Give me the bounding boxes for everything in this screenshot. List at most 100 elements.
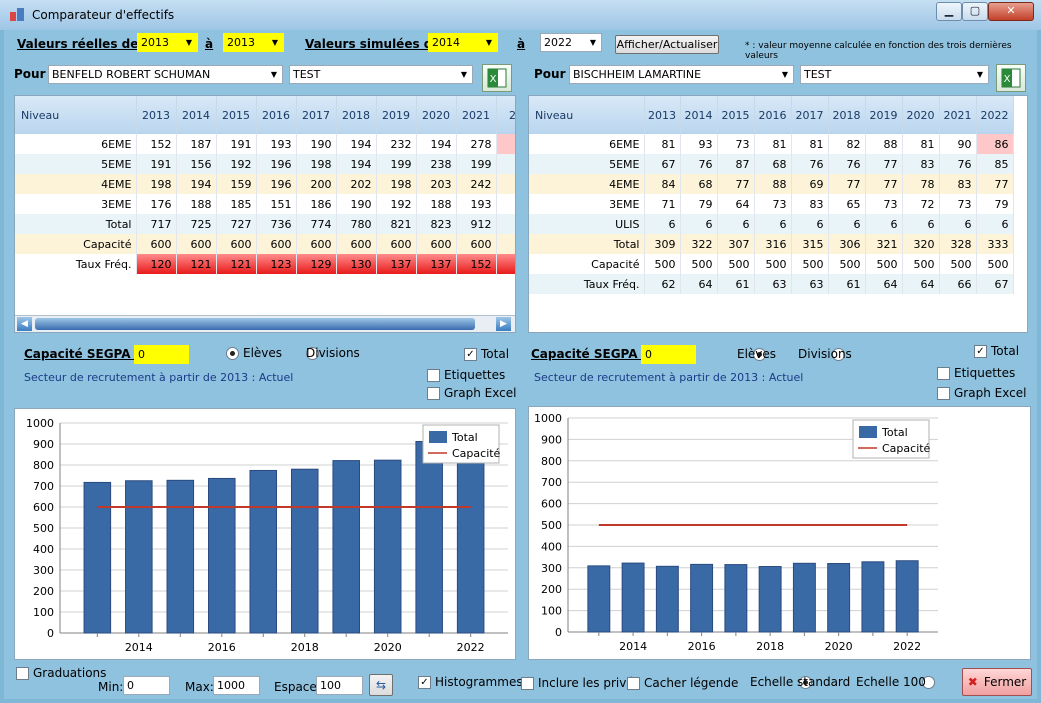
table-cell[interactable]: 190 (336, 194, 377, 214)
table-cell[interactable]: 61 (717, 274, 755, 294)
table-cell[interactable]: 73 (754, 194, 792, 214)
table-cell[interactable]: 73 (939, 194, 977, 214)
table-cell[interactable]: 307 (717, 234, 755, 254)
table-cell[interactable]: 725 (176, 214, 217, 234)
table-row[interactable]: ULIS 6 6 6 6 6 6 6 6 6 6 (529, 214, 1014, 234)
table-cell[interactable]: 73 (865, 194, 903, 214)
table-cell[interactable]: 6 (902, 214, 940, 234)
cacher-legende-checkbox[interactable] (627, 677, 640, 690)
table-row[interactable]: Capacité 600 600 600 600 600 600 600 600 600 (15, 234, 515, 254)
table-cell[interactable]: 193 (256, 134, 297, 154)
column-header[interactable]: 2020 (902, 96, 940, 134)
right-eleves-radio[interactable] (753, 348, 766, 361)
table-cell[interactable] (496, 214, 515, 234)
table-cell[interactable]: 191 (216, 134, 257, 154)
scroll-thumb[interactable] (35, 318, 475, 330)
fermer-button[interactable]: ✖ Fermer (962, 668, 1032, 696)
table-cell[interactable]: 93 (680, 134, 718, 154)
table-cell[interactable]: 780 (336, 214, 377, 234)
table-cell[interactable]: 6 (939, 214, 977, 234)
table-cell[interactable]: 63 (754, 274, 792, 294)
right-school-select[interactable]: BISCHHEIM LAMARTINE ▼ (569, 65, 794, 84)
table-cell[interactable]: 76 (939, 154, 977, 174)
table-cell[interactable]: 77 (828, 174, 866, 194)
left-graph-excel-checkbox[interactable] (427, 387, 440, 400)
table-cell[interactable]: 77 (976, 174, 1014, 194)
table-cell[interactable] (496, 134, 515, 154)
table-cell[interactable]: 79 (680, 194, 718, 214)
column-header[interactable]: 2016 (256, 96, 297, 134)
table-cell[interactable]: 196 (256, 174, 297, 194)
table-cell[interactable]: 73 (717, 134, 755, 154)
table-cell[interactable]: 130 (336, 254, 377, 274)
left-total-checkbox[interactable]: ✓ (464, 348, 477, 361)
table-cell[interactable]: 500 (865, 254, 903, 274)
table-cell[interactable]: 121 (176, 254, 217, 274)
table-cell[interactable]: 69 (791, 174, 829, 194)
table-cell[interactable]: 320 (902, 234, 940, 254)
min-input[interactable]: 0 (123, 676, 170, 695)
table-cell[interactable]: 202 (336, 174, 377, 194)
table-cell[interactable] (496, 234, 515, 254)
table-row[interactable]: 5EME 191 156 192 196 198 194 199 238 199 (15, 154, 515, 174)
right-scenario-select[interactable]: TEST ▼ (800, 65, 989, 84)
table-cell[interactable]: 151 (256, 194, 297, 214)
table-cell[interactable]: 821 (376, 214, 417, 234)
table-cell[interactable]: 81 (644, 134, 681, 154)
table-cell[interactable]: 194 (416, 134, 457, 154)
table-cell[interactable]: 500 (828, 254, 866, 274)
table-cell[interactable]: 6 (754, 214, 792, 234)
close-button[interactable]: ✕ (988, 2, 1034, 21)
column-header[interactable]: Niveau (529, 96, 645, 134)
table-cell[interactable]: 152 (456, 254, 497, 274)
column-header[interactable]: 2015 (717, 96, 755, 134)
table-cell[interactable]: 600 (416, 234, 457, 254)
column-header[interactable]: 2018 (828, 96, 866, 134)
table-cell[interactable]: 316 (754, 234, 792, 254)
table-cell[interactable]: 85 (976, 154, 1014, 174)
table-cell[interactable]: 823 (416, 214, 457, 234)
table-cell[interactable]: 76 (828, 154, 866, 174)
table-cell[interactable]: 123 (256, 254, 297, 274)
table-cell[interactable]: 159 (216, 174, 257, 194)
table-cell[interactable]: 278 (456, 134, 497, 154)
table-cell[interactable]: 198 (376, 174, 417, 194)
table-cell[interactable] (496, 194, 515, 214)
table-cell[interactable]: 192 (376, 194, 417, 214)
table-cell[interactable]: 192 (216, 154, 257, 174)
table-cell[interactable]: 66 (939, 274, 977, 294)
table-cell[interactable]: 64 (902, 274, 940, 294)
table-row[interactable]: Taux Fréq. 62 64 61 63 63 61 64 64 66 67 (529, 274, 1014, 294)
table-cell[interactable]: 190 (296, 134, 337, 154)
table-cell[interactable]: 83 (791, 194, 829, 214)
table-cell[interactable]: 87 (717, 154, 755, 174)
table-cell[interactable]: 600 (296, 234, 337, 254)
right-total-checkbox[interactable]: ✓ (974, 345, 987, 358)
table-cell[interactable]: 120 (136, 254, 177, 274)
table-cell[interactable]: 6 (680, 214, 718, 234)
table-cell[interactable] (496, 254, 515, 274)
table-cell[interactable]: 77 (717, 174, 755, 194)
table-cell[interactable]: 203 (416, 174, 457, 194)
table-cell[interactable]: 321 (865, 234, 903, 254)
table-cell[interactable]: 68 (680, 174, 718, 194)
left-scenario-select[interactable]: TEST ▼ (289, 65, 473, 84)
column-header[interactable]: 2018 (336, 96, 377, 134)
column-header[interactable]: 2013 (644, 96, 681, 134)
column-header[interactable]: 2019 (865, 96, 903, 134)
table-cell[interactable]: 83 (902, 154, 940, 174)
table-cell[interactable]: 67 (976, 274, 1014, 294)
left-eleves-radio[interactable] (226, 347, 239, 360)
table-cell[interactable]: 61 (828, 274, 866, 294)
table-cell[interactable]: 121 (216, 254, 257, 274)
table-cell[interactable]: 68 (754, 154, 792, 174)
table-cell[interactable]: 77 (865, 154, 903, 174)
table-cell[interactable]: 137 (416, 254, 457, 274)
table-cell[interactable]: 194 (336, 154, 377, 174)
sim-to-select[interactable]: 2022 ▼ (540, 33, 602, 52)
table-cell[interactable]: 200 (296, 174, 337, 194)
table-cell[interactable]: 76 (791, 154, 829, 174)
table-cell[interactable]: 188 (416, 194, 457, 214)
echelle-standard-radio[interactable] (799, 676, 812, 689)
table-cell[interactable]: 736 (256, 214, 297, 234)
